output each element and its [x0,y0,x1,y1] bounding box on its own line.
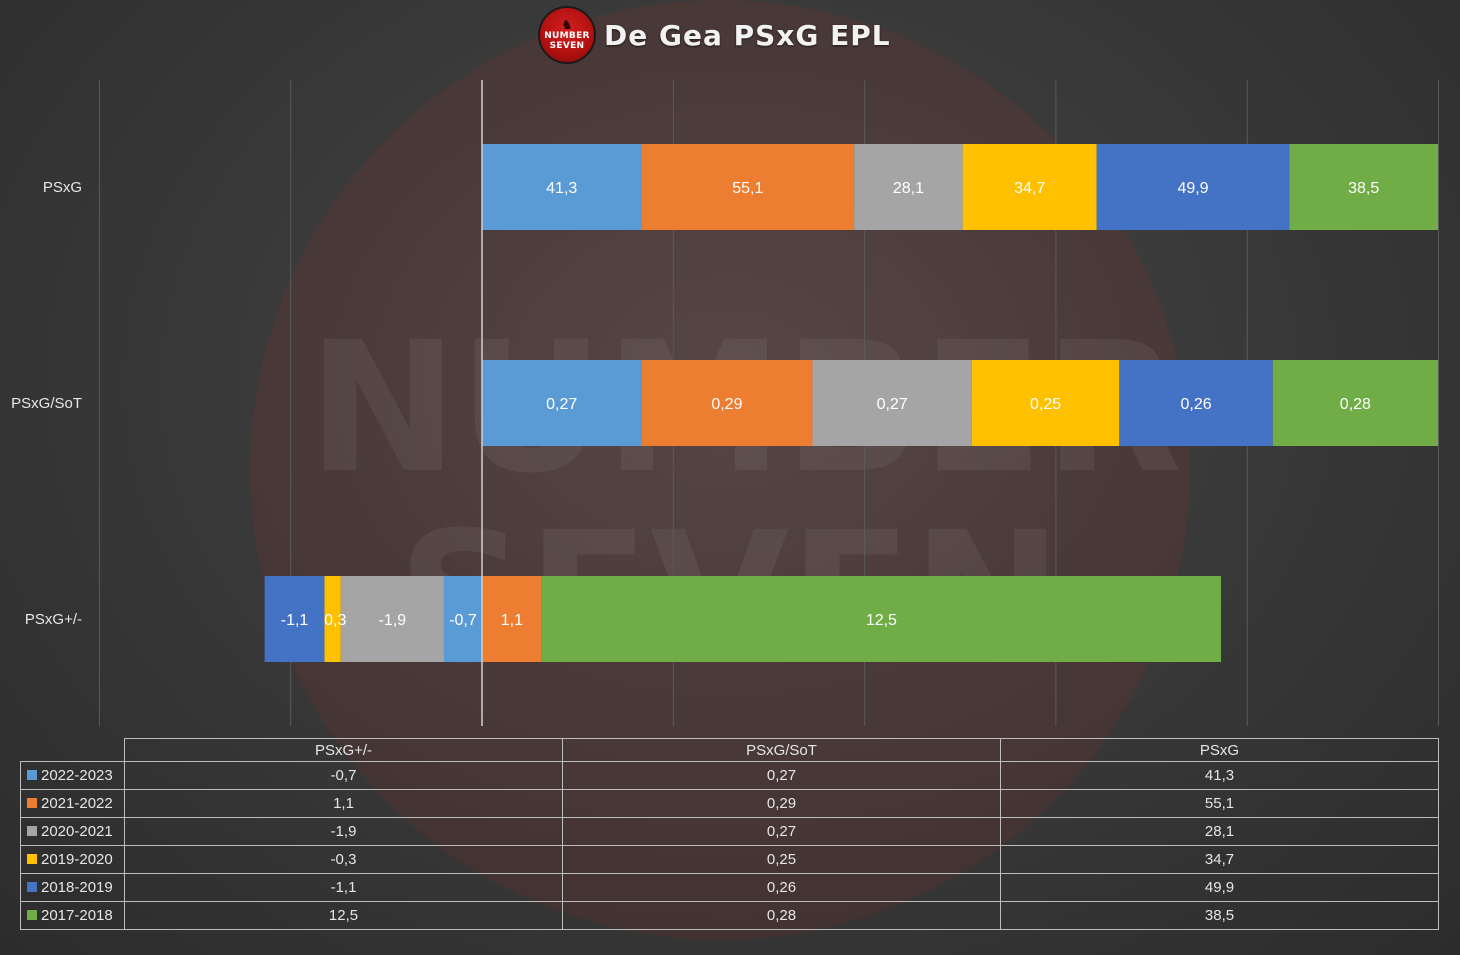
bar-segment [324,576,341,662]
table-cell: 0,27 [562,761,1001,790]
table-cell: 12,5 [124,901,563,930]
bar-segment [264,576,325,662]
bar-segment [1096,144,1290,230]
table-row-label: 2018-2019 [20,873,125,902]
legend-label: 2019-2020 [41,851,113,868]
table-row-label: 2019-2020 [20,845,125,874]
table-cell: 55,1 [1000,789,1439,818]
bar-segment [971,360,1120,446]
legend-label: 2021-2022 [41,795,113,812]
data-label: 28,1 [893,180,924,197]
legend-swatch-icon [27,854,37,864]
table-header-psxg-sot: PSxG/SoT [562,738,1001,762]
bar-segment [854,144,963,230]
bar-segment [1289,144,1438,230]
bar-segment [1272,360,1438,446]
bar-segment [443,576,482,662]
data-label: 0,26 [1180,396,1211,413]
bar-segment [641,144,855,230]
bar-segment [541,576,1221,662]
data-label: 38,5 [1348,180,1379,197]
data-label: 34,7 [1014,180,1045,197]
bar-segment [962,144,1097,230]
data-label: -1,1 [281,612,309,629]
bar-segment [1119,360,1273,446]
table-cell: 0,29 [562,789,1001,818]
data-label: 0,29 [711,396,742,413]
data-label: 12,5 [866,612,897,629]
chart-header: ♞ NUMBER SEVEN De Gea PSxG EPL [538,5,891,65]
stacked-bar-chart: PSxG 41,3 55,1 28,1 34,7 49,9 38,5 PSxG/SoT 0,27… [11,80,1439,726]
table-cell: 0,26 [562,873,1001,902]
table-corner [20,738,125,762]
legend-swatch-icon [27,910,37,920]
legend-swatch-icon [27,798,37,808]
chart-title: De Gea PSxG EPL [604,18,891,52]
category-label: PSxG+/- [25,611,82,628]
table-cell: -0,7 [124,761,563,790]
table-cell: 28,1 [1000,817,1439,846]
table-header-row: PSxG+/- PSxG/SoT PSxG [20,738,1439,762]
table-row: 2019-2020 -0,3 0,25 34,7 [20,845,1439,874]
number-seven-logo: ♞ NUMBER SEVEN [538,6,596,64]
table-row-label: 2017-2018 [20,901,125,930]
table-header-psxg-plus-minus: PSxG+/- [124,738,563,762]
table-row: 2020-2021 -1,9 0,27 28,1 [20,817,1439,846]
table-row: 2022-2023 -0,7 0,27 41,3 [20,761,1439,790]
category-label: PSxG [43,179,82,196]
bar-segment [641,360,813,446]
data-table: PSxG+/- PSxG/SoT PSxG 2022-2023 -0,7 0,27 4… [20,738,1439,930]
data-label: 49,9 [1177,180,1208,197]
table-row-label: 2020-2021 [20,817,125,846]
table-cell: 1,1 [124,789,563,818]
table-cell: 38,5 [1000,901,1439,930]
bar-segment [482,576,542,662]
bar-segment [482,144,642,230]
table-cell: 41,3 [1000,761,1439,790]
data-label: 0,27 [546,396,577,413]
legend-label: 2018-2019 [41,879,113,896]
table-row-label: 2021-2022 [20,789,125,818]
table-cell: -1,9 [124,817,563,846]
table-cell: 49,9 [1000,873,1439,902]
data-label: -0,7 [449,612,477,629]
table-cell: 0,28 [562,901,1001,930]
devil-icon: ♞ [561,17,573,32]
table-cell: 34,7 [1000,845,1439,874]
bar-segment [812,360,972,446]
data-label: 0,25 [1030,396,1061,413]
table-row: 2018-2019 -1,1 0,26 49,9 [20,873,1439,902]
data-label: 55,1 [732,180,763,197]
table-row-label: 2022-2023 [20,761,125,790]
data-label: 1,1 [501,612,523,629]
legend-swatch-icon [27,770,37,780]
table-cell: 0,25 [562,845,1001,874]
bar-segment [340,576,444,662]
data-label: 0,27 [877,396,908,413]
legend-label: 2017-2018 [41,907,113,924]
legend-swatch-icon [27,882,37,892]
bar-segment [482,360,642,446]
category-label: PSxG/SoT [11,395,82,412]
table-cell: -0,3 [124,845,563,874]
data-label: -0,3 [319,612,347,629]
logo-text-line1: NUMBER [544,31,590,41]
logo-text-line2: SEVEN [549,41,585,51]
data-label: 41,3 [546,180,577,197]
legend-label: 2020-2021 [41,823,113,840]
table-cell: 0,27 [562,817,1001,846]
legend-swatch-icon [27,826,37,836]
legend-label: 2022-2023 [41,767,113,784]
table-header-psxg: PSxG [1000,738,1439,762]
data-label: 0,28 [1340,396,1371,413]
table-row: 2017-2018 12,5 0,28 38,5 [20,901,1439,930]
table-row: 2021-2022 1,1 0,29 55,1 [20,789,1439,818]
data-label: -1,9 [379,612,407,629]
table-cell: -1,1 [124,873,563,902]
